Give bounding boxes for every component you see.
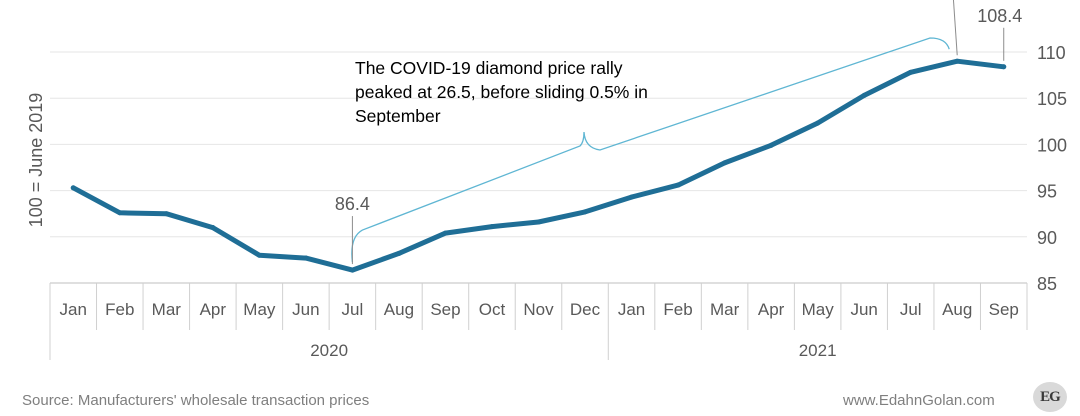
website-link[interactable]: www.EdahnGolan.com bbox=[843, 392, 995, 409]
callout-braces bbox=[351, 37, 950, 263]
year-label: 2020 bbox=[310, 341, 348, 360]
month-label: Jun bbox=[292, 300, 319, 319]
data-point bbox=[210, 225, 216, 231]
month-label: Nov bbox=[523, 300, 554, 319]
data-labels: 86.4109.0108.4 bbox=[335, 0, 1022, 265]
series-lines bbox=[70, 58, 1007, 273]
data-point bbox=[536, 219, 541, 225]
data-point bbox=[303, 255, 309, 261]
x-axis: Jan Feb Mar Apr May Jun Jul Aug Sep Oct Nov Dec Jan F… bbox=[49, 282, 1028, 360]
month-label: Oct bbox=[479, 300, 506, 319]
data-point bbox=[722, 160, 728, 166]
y-axis-ticks: 85 90 95 100 105 110 bbox=[1037, 43, 1067, 294]
y-tick-label: 95 bbox=[1037, 182, 1057, 202]
month-label: May bbox=[243, 300, 276, 319]
month-label: Feb bbox=[663, 300, 692, 319]
data-point bbox=[1001, 64, 1007, 70]
month-label: Sep bbox=[989, 300, 1019, 319]
month-label: Mar bbox=[710, 300, 740, 319]
data-point bbox=[349, 267, 355, 273]
data-label: 86.4 bbox=[335, 194, 370, 214]
gridlines bbox=[50, 51, 1027, 238]
month-label: Dec bbox=[570, 300, 601, 319]
data-point bbox=[908, 69, 914, 75]
data-point bbox=[954, 58, 960, 64]
data-point bbox=[768, 142, 774, 148]
data-point bbox=[675, 182, 681, 188]
month-label: Apr bbox=[758, 300, 785, 319]
y-axis-label: 100 = June 2019 bbox=[26, 93, 46, 228]
month-label: Jun bbox=[850, 300, 877, 319]
y-tick-label: 90 bbox=[1037, 228, 1057, 248]
month-label: Jul bbox=[342, 300, 364, 319]
callout-line: September bbox=[355, 106, 441, 126]
data-point bbox=[70, 185, 76, 191]
month-label: Aug bbox=[384, 300, 414, 319]
y-tick-label: 100 bbox=[1037, 135, 1067, 155]
y-tick-label: 105 bbox=[1037, 89, 1067, 109]
data-point bbox=[489, 224, 495, 230]
data-point bbox=[815, 120, 821, 126]
month-label: Mar bbox=[152, 300, 182, 319]
eg-logo: EG bbox=[1033, 382, 1067, 412]
month-label: Jan bbox=[618, 300, 645, 319]
month-label: Sep bbox=[430, 300, 460, 319]
month-label: May bbox=[802, 300, 835, 319]
callout-text: The COVID-19 diamond price rally peaked a… bbox=[355, 58, 648, 126]
data-point bbox=[442, 230, 448, 236]
month-label: Jul bbox=[900, 300, 922, 319]
leader-line bbox=[952, 0, 958, 56]
data-point bbox=[256, 252, 262, 258]
month-label: Jan bbox=[60, 300, 87, 319]
data-point bbox=[163, 211, 169, 217]
month-label: Apr bbox=[200, 300, 227, 319]
callout-line: The COVID-19 diamond price rally bbox=[355, 58, 623, 78]
callout-brace bbox=[351, 37, 950, 263]
data-point bbox=[117, 210, 123, 216]
data-point bbox=[861, 92, 867, 98]
y-tick-label: 110 bbox=[1037, 43, 1066, 63]
month-label: Feb bbox=[105, 300, 134, 319]
month-label: Aug bbox=[942, 300, 972, 319]
callout-line: peaked at 26.5, before sliding 0.5% in bbox=[355, 82, 648, 102]
data-point bbox=[629, 194, 635, 200]
price-index-chart: 85 90 95 100 105 110 Jan Feb Mar Apr May Jun Jul Aug… bbox=[26, 0, 1067, 360]
data-label: 108.4 bbox=[977, 6, 1022, 26]
data-point bbox=[582, 209, 588, 215]
data-point bbox=[396, 250, 402, 256]
year-label: 2021 bbox=[799, 341, 837, 360]
source-note: Source: Manufacturers' wholesale transac… bbox=[22, 392, 370, 409]
y-tick-label: 85 bbox=[1037, 274, 1057, 294]
